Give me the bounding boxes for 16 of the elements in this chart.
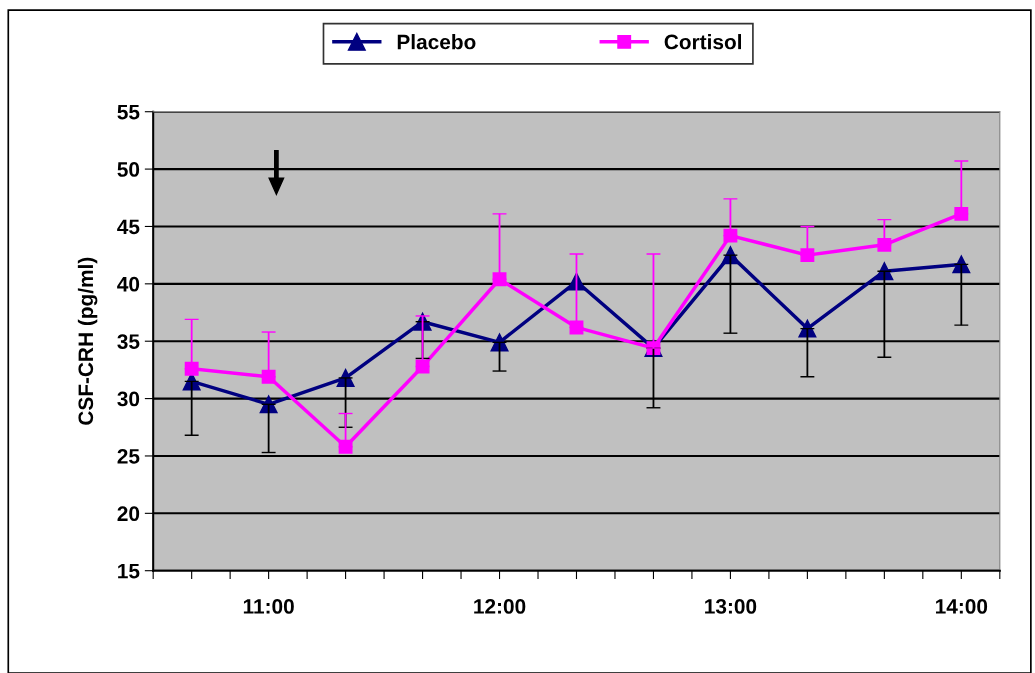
x-tick-label: 12:00 [474, 599, 526, 614]
y-tick-label: 45 [117, 219, 140, 235]
x-tick-label: 13:00 [705, 599, 757, 614]
legend-label: Placebo [397, 34, 476, 50]
y-tick-label: 15 [118, 563, 140, 579]
y-tick-label: 50 [117, 162, 140, 177]
y-tick-label: 55 [117, 104, 140, 120]
legend-label: Cortisol [664, 34, 742, 50]
y-tick-label: 35 [117, 334, 140, 349]
y-tick-label: 25 [117, 448, 140, 464]
y-tick-label: 30 [117, 391, 140, 407]
y-tick-label: 40 [117, 276, 140, 292]
x-tick-label: 14:00 [935, 599, 988, 614]
y-tick-label: 20 [117, 506, 140, 522]
y-axis-title: CSF-CRH (pg/ml) [77, 257, 98, 425]
x-tick-label: 11:00 [243, 599, 294, 614]
